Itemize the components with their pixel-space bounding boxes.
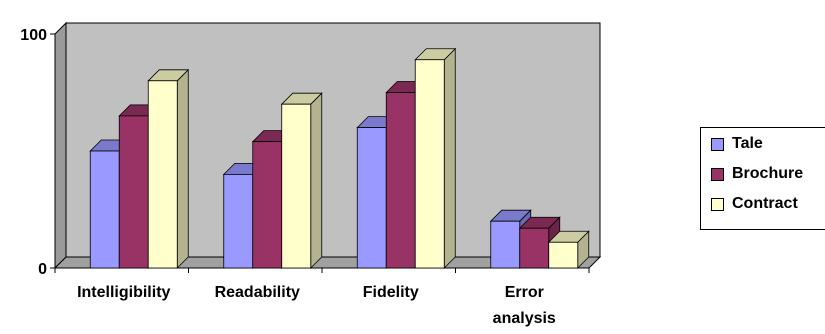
bar-brochure-error-analysis <box>518 216 561 269</box>
category-label: Intelligibility <box>77 284 170 301</box>
legend-item-tale: Tale <box>711 135 763 153</box>
bar-front <box>281 103 312 269</box>
category-label: Fidelity <box>363 284 419 301</box>
legend-item-brochure: Brochure <box>711 165 803 183</box>
bar-contract-error-analysis <box>547 230 590 269</box>
bar-contract-intelligibility <box>147 68 190 269</box>
bar-contract-readability <box>280 92 323 269</box>
legend-label: Brochure <box>732 165 804 182</box>
bar-side <box>443 47 456 269</box>
bar-front <box>252 141 283 269</box>
category-label: Readability <box>215 284 300 301</box>
bar-front <box>490 220 521 269</box>
bar-front <box>519 227 550 269</box>
legend-swatch <box>711 197 724 211</box>
bar-side <box>176 68 189 269</box>
bar-front <box>414 59 445 269</box>
y-tick-label-bottom: 0 <box>38 261 47 278</box>
bar-front <box>118 115 149 269</box>
y-tick-label-top: 100 <box>20 27 47 44</box>
category-label: Error analysis <box>493 284 556 327</box>
legend-item-contract: Contract <box>711 195 798 213</box>
bar-front <box>223 173 254 269</box>
bar-front <box>147 80 178 269</box>
legend-label: Tale <box>732 135 763 152</box>
legend: Tale Brochure Contract <box>700 127 825 230</box>
bar-contract-fidelity <box>414 47 457 269</box>
legend-label: Contract <box>732 195 798 212</box>
bar-front <box>89 150 120 269</box>
bar-front <box>356 127 387 269</box>
bar-front <box>385 92 416 269</box>
legend-swatch <box>711 167 724 181</box>
bar-front <box>548 241 579 269</box>
legend-swatch <box>711 137 724 151</box>
side-wall <box>54 21 67 270</box>
bar-side <box>310 92 323 269</box>
